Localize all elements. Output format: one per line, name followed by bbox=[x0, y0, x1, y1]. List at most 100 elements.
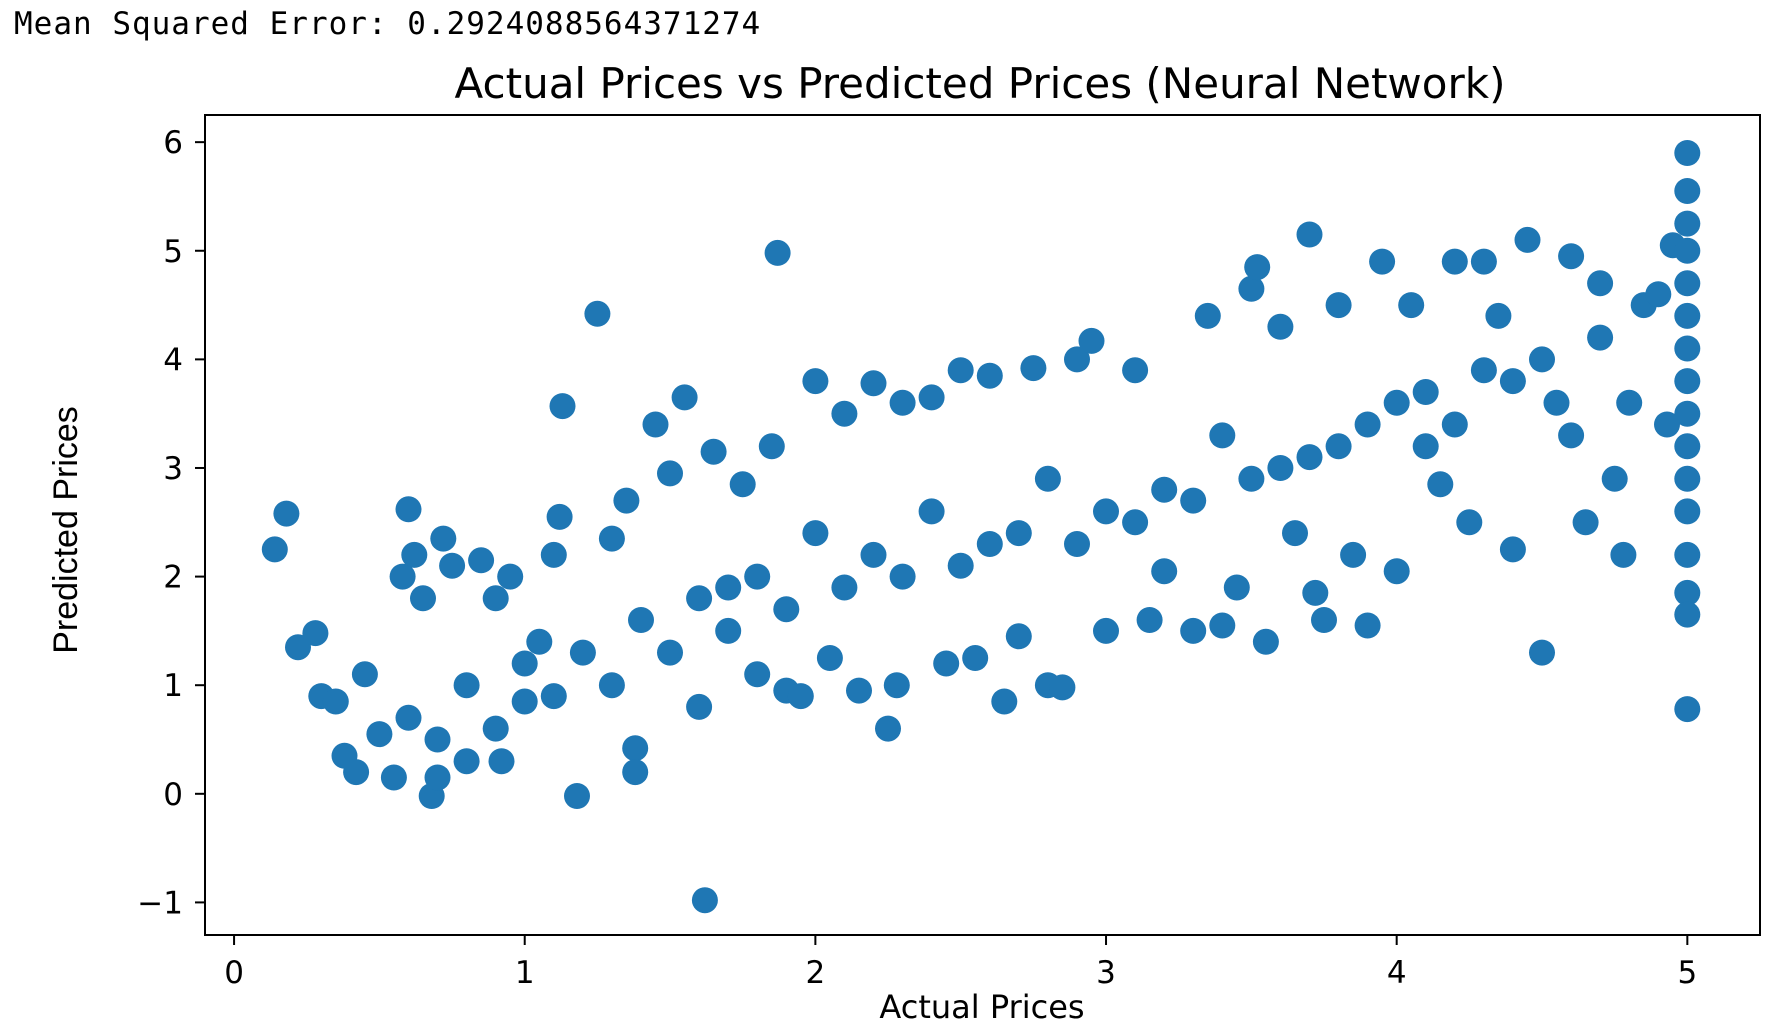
data-point bbox=[1412, 433, 1439, 460]
x-tick-label: 4 bbox=[1387, 955, 1407, 991]
data-point bbox=[1296, 444, 1323, 471]
data-point bbox=[1369, 248, 1396, 275]
data-point bbox=[488, 748, 515, 775]
x-tick-label: 1 bbox=[515, 955, 535, 991]
data-point bbox=[976, 362, 1003, 389]
data-point bbox=[322, 688, 349, 715]
data-point bbox=[1064, 346, 1090, 373]
data-point bbox=[1441, 248, 1468, 275]
data-point bbox=[1311, 607, 1337, 633]
data-point bbox=[1674, 140, 1701, 166]
data-point bbox=[1616, 389, 1643, 416]
data-point bbox=[540, 541, 567, 568]
data-point bbox=[860, 541, 887, 568]
data-point bbox=[691, 887, 718, 914]
data-point bbox=[1674, 498, 1701, 525]
data-point bbox=[764, 239, 791, 266]
data-point bbox=[1499, 536, 1526, 563]
data-point bbox=[366, 721, 393, 748]
data-point bbox=[540, 683, 567, 710]
y-tick-label: 2 bbox=[163, 560, 183, 596]
x-tick-label: 3 bbox=[1096, 955, 1116, 991]
data-point bbox=[1252, 628, 1279, 655]
data-point bbox=[918, 384, 945, 411]
data-point bbox=[526, 628, 553, 655]
data-point bbox=[497, 563, 524, 590]
data-point bbox=[1674, 335, 1701, 362]
data-point bbox=[744, 661, 771, 688]
x-tick-label: 2 bbox=[806, 955, 826, 991]
data-point bbox=[511, 688, 538, 715]
data-point bbox=[831, 574, 858, 601]
data-point bbox=[1470, 248, 1497, 275]
data-point bbox=[1543, 389, 1570, 416]
data-point bbox=[622, 735, 649, 762]
data-point bbox=[686, 693, 713, 720]
data-point bbox=[1049, 674, 1076, 701]
data-point bbox=[947, 357, 974, 384]
data-point bbox=[947, 552, 974, 579]
y-tick-label: 0 bbox=[163, 777, 183, 813]
data-point bbox=[889, 563, 916, 590]
data-point bbox=[1180, 487, 1207, 514]
data-point bbox=[816, 645, 843, 671]
data-point bbox=[1674, 368, 1701, 395]
scatter-points bbox=[261, 140, 1701, 914]
y-tick-label: −1 bbox=[137, 885, 183, 921]
data-point bbox=[1398, 292, 1425, 319]
data-point bbox=[1674, 302, 1701, 329]
y-tick-label: 4 bbox=[163, 342, 183, 378]
data-point bbox=[657, 460, 683, 487]
data-point bbox=[860, 370, 887, 397]
data-point bbox=[410, 585, 436, 612]
data-point bbox=[1427, 471, 1454, 498]
data-point bbox=[918, 498, 945, 525]
data-point bbox=[700, 438, 727, 465]
data-point bbox=[1412, 379, 1439, 405]
data-point bbox=[1093, 617, 1119, 644]
y-tick-label: 5 bbox=[163, 234, 183, 270]
data-point bbox=[1093, 498, 1119, 525]
data-point bbox=[1209, 422, 1236, 449]
data-point bbox=[744, 563, 771, 590]
data-point bbox=[1674, 178, 1701, 204]
data-point bbox=[1558, 243, 1585, 270]
data-point bbox=[424, 764, 451, 791]
y-tick-label: 1 bbox=[163, 668, 183, 704]
data-point bbox=[787, 683, 814, 710]
data-point bbox=[343, 759, 370, 786]
data-point bbox=[1674, 541, 1701, 568]
data-point bbox=[1267, 313, 1294, 340]
data-point bbox=[1645, 281, 1672, 308]
data-point bbox=[564, 783, 590, 809]
data-point bbox=[889, 389, 916, 416]
data-point bbox=[1034, 465, 1061, 492]
data-point bbox=[1064, 531, 1090, 557]
data-point bbox=[1610, 541, 1637, 568]
data-point bbox=[802, 520, 829, 547]
data-point bbox=[511, 650, 538, 677]
data-point bbox=[715, 617, 742, 644]
data-point bbox=[1499, 368, 1526, 395]
data-point bbox=[613, 487, 640, 514]
data-point bbox=[1674, 465, 1701, 492]
mse-value: 0.2924088564371274 bbox=[407, 6, 762, 42]
data-point bbox=[430, 525, 457, 552]
data-point bbox=[622, 759, 649, 786]
data-point bbox=[1485, 302, 1512, 329]
data-point bbox=[1674, 696, 1701, 723]
data-point bbox=[1529, 346, 1555, 373]
data-point bbox=[976, 531, 1003, 557]
data-point bbox=[729, 471, 756, 498]
data-point bbox=[1244, 254, 1271, 281]
data-point bbox=[933, 650, 960, 677]
x-axis-ticks: 0 1 2 3 4 5 bbox=[224, 935, 1697, 991]
data-point bbox=[1674, 579, 1701, 606]
data-point bbox=[1674, 601, 1701, 628]
data-point bbox=[389, 563, 416, 590]
data-point bbox=[1122, 509, 1149, 536]
data-point bbox=[1325, 292, 1352, 319]
mse-output-line: Mean Squared Error: 0.2924088564371274 bbox=[14, 6, 761, 42]
data-point bbox=[302, 620, 329, 647]
data-point bbox=[1674, 210, 1701, 237]
